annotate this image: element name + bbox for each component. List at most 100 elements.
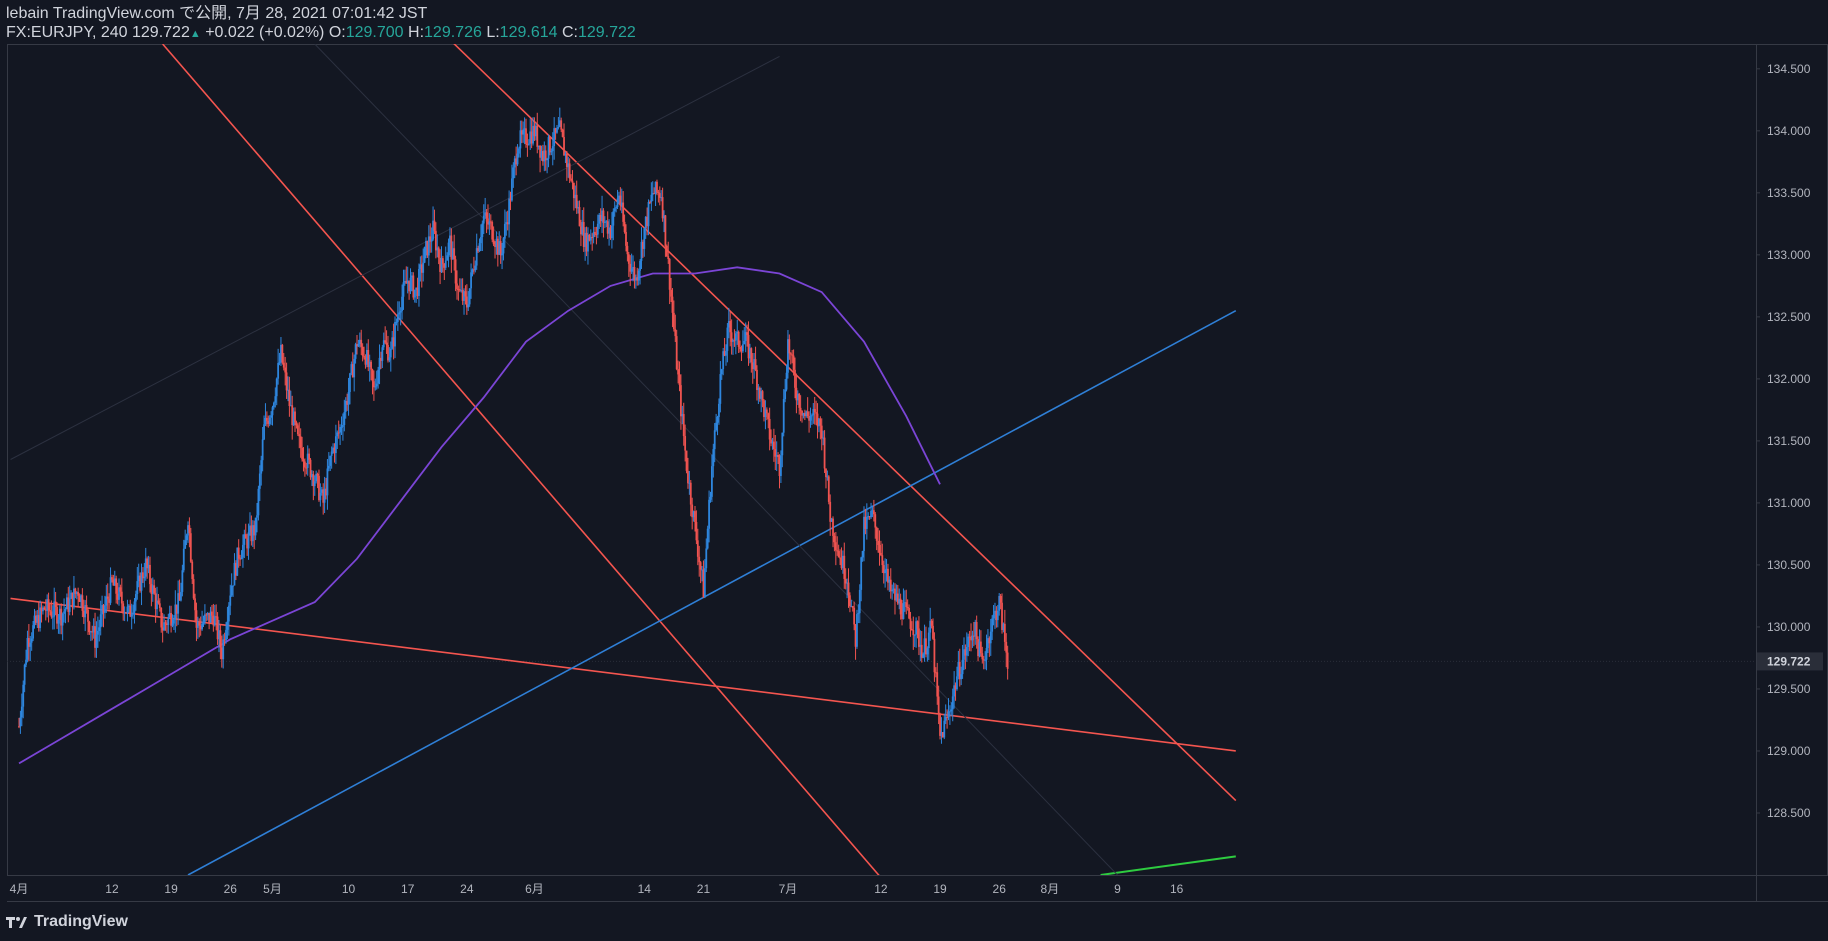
candle-body [953, 685, 956, 697]
candle-body [746, 332, 749, 335]
candle [337, 420, 340, 439]
candle [615, 205, 618, 213]
candle [892, 582, 895, 594]
candle-body [230, 585, 233, 596]
candle [49, 603, 51, 616]
candle-body [765, 409, 768, 414]
candle-body [27, 637, 30, 647]
candle-body [520, 130, 523, 135]
candle-body [922, 654, 925, 658]
candle [871, 505, 874, 518]
candle [80, 593, 82, 608]
candle [640, 227, 643, 269]
candle [101, 595, 103, 627]
candle [42, 605, 44, 615]
candle [605, 220, 608, 228]
tradingview-logo-icon [6, 917, 27, 928]
candle [256, 502, 258, 533]
candle [371, 368, 374, 395]
candle [608, 219, 610, 246]
candle-body [102, 605, 105, 613]
candle [204, 604, 206, 625]
candle-body [478, 243, 481, 252]
candle-body [157, 600, 160, 604]
candle [739, 340, 741, 353]
candle [772, 428, 775, 462]
candle [403, 269, 406, 286]
candle-body [213, 616, 216, 626]
candle [596, 214, 599, 239]
candle [626, 241, 629, 262]
candle [954, 682, 957, 701]
candle-body [872, 510, 875, 515]
candle [443, 262, 446, 280]
candle-body [680, 385, 682, 417]
candle [802, 412, 805, 419]
candle [544, 145, 547, 171]
candle [215, 604, 218, 631]
candle-body [1002, 623, 1005, 630]
candle-body [191, 561, 194, 580]
candle [205, 612, 208, 622]
candle [274, 387, 277, 408]
candle-body [941, 732, 944, 738]
candle-body [618, 195, 620, 199]
candle-body [833, 535, 836, 543]
candle [271, 405, 274, 426]
candle-body [209, 611, 212, 623]
y-tick-label: 131.500 [1767, 434, 1811, 448]
candle [108, 593, 111, 610]
candle-body [677, 369, 679, 375]
candle-body [487, 218, 489, 225]
candle-body [398, 312, 401, 315]
candle [887, 563, 889, 591]
candle [863, 506, 865, 562]
candle-body [333, 447, 336, 454]
candle-body [301, 447, 303, 460]
candle [268, 415, 271, 427]
candle [643, 227, 646, 257]
candle [765, 407, 768, 421]
candle [932, 618, 934, 640]
candle [491, 220, 494, 243]
candle [536, 112, 539, 154]
candle [619, 187, 622, 211]
candle-body [627, 254, 630, 264]
candle-body [251, 525, 254, 542]
candle-body [99, 614, 102, 628]
candle [122, 601, 125, 621]
candle [136, 566, 139, 600]
candle [594, 226, 596, 237]
candle-body [180, 591, 182, 601]
candle-body [340, 426, 343, 428]
candle [546, 157, 549, 174]
candle [295, 420, 298, 429]
candle [985, 634, 988, 671]
candle-body [33, 615, 36, 626]
candle-body [325, 488, 327, 496]
candle-body [830, 518, 833, 522]
candle [849, 592, 851, 613]
candle [39, 600, 42, 632]
candle [919, 630, 922, 662]
candle [829, 494, 832, 536]
candle-body [770, 439, 772, 444]
candle-body [844, 578, 847, 584]
candle-body [332, 447, 334, 452]
candle-body [760, 391, 763, 399]
candle-body [43, 607, 46, 610]
candle-body [236, 547, 239, 576]
candle-body [709, 496, 712, 500]
candle [191, 559, 194, 584]
candle [213, 604, 216, 627]
candle-body [767, 413, 770, 419]
candle-body [979, 641, 982, 654]
candle [756, 365, 758, 401]
candle-body [450, 235, 453, 260]
candle-body [182, 548, 185, 571]
candle-body [275, 378, 278, 397]
candle [696, 528, 699, 566]
candle-body [246, 538, 249, 549]
candle [429, 223, 432, 253]
